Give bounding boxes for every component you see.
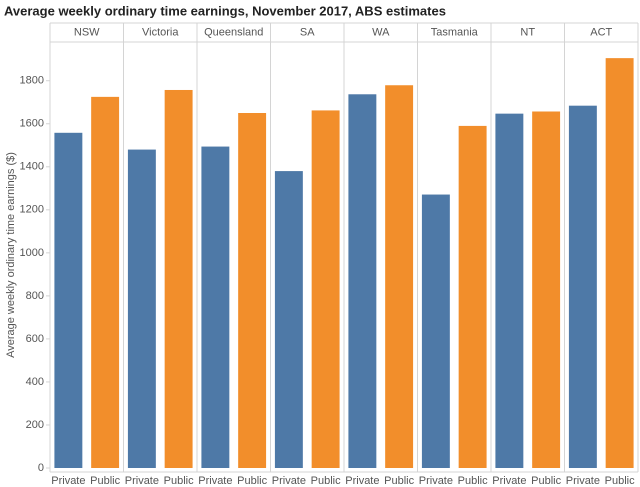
x-tick-label: Public [90,475,120,487]
y-tick-label: 1600 [20,118,44,130]
bar [127,149,156,469]
x-tick-label: Public [605,475,635,487]
y-tick-label: 800 [26,290,44,302]
x-tick-label: Private [492,475,526,487]
panel-header: NSW [74,26,100,38]
y-axis-label: Average weekly ordinary time earnings ($… [5,152,17,358]
bar [421,194,450,468]
y-tick-label: 1400 [20,161,44,173]
panel-header: WA [372,26,390,38]
x-tick-label: Public [164,475,194,487]
x-tick-label: Public [531,475,561,487]
y-tick-label: 1800 [20,75,44,87]
x-tick-label: Private [566,475,600,487]
x-tick-label: Private [125,475,159,487]
bar [532,111,561,468]
bar [385,85,414,468]
bar [495,113,524,469]
y-tick-label: 600 [26,333,44,345]
x-tick-label: Public [384,475,414,487]
panel-header: NT [520,26,535,38]
bar [201,146,230,468]
chart-title: Average weekly ordinary time earnings, N… [4,3,446,18]
x-tick-label: Private [419,475,453,487]
bar [605,58,634,469]
bar [91,96,120,468]
bar [348,94,377,469]
x-tick-label: Private [272,475,306,487]
x-tick-label: Private [345,475,379,487]
y-tick-label: 400 [26,376,44,388]
bar [274,171,303,468]
panel-header: ACT [590,26,612,38]
bar [311,110,340,468]
x-tick-label: Public [458,475,488,487]
x-tick-label: Public [311,475,341,487]
bar [54,132,83,468]
bar [458,125,487,468]
x-tick-label: Public [237,475,267,487]
x-tick-label: Private [51,475,85,487]
panel-header: Victoria [142,26,179,38]
y-tick-label: 1000 [20,247,44,259]
y-tick-label: 1200 [20,204,44,216]
panel-header: SA [300,26,315,38]
y-tick-label: 200 [26,419,44,431]
bar [568,105,597,468]
panel-header: Tasmania [431,26,479,38]
bar [164,89,193,468]
bar [238,113,267,468]
panel-header: Queensland [204,26,263,38]
y-tick-label: 0 [38,462,44,474]
x-tick-label: Private [198,475,232,487]
